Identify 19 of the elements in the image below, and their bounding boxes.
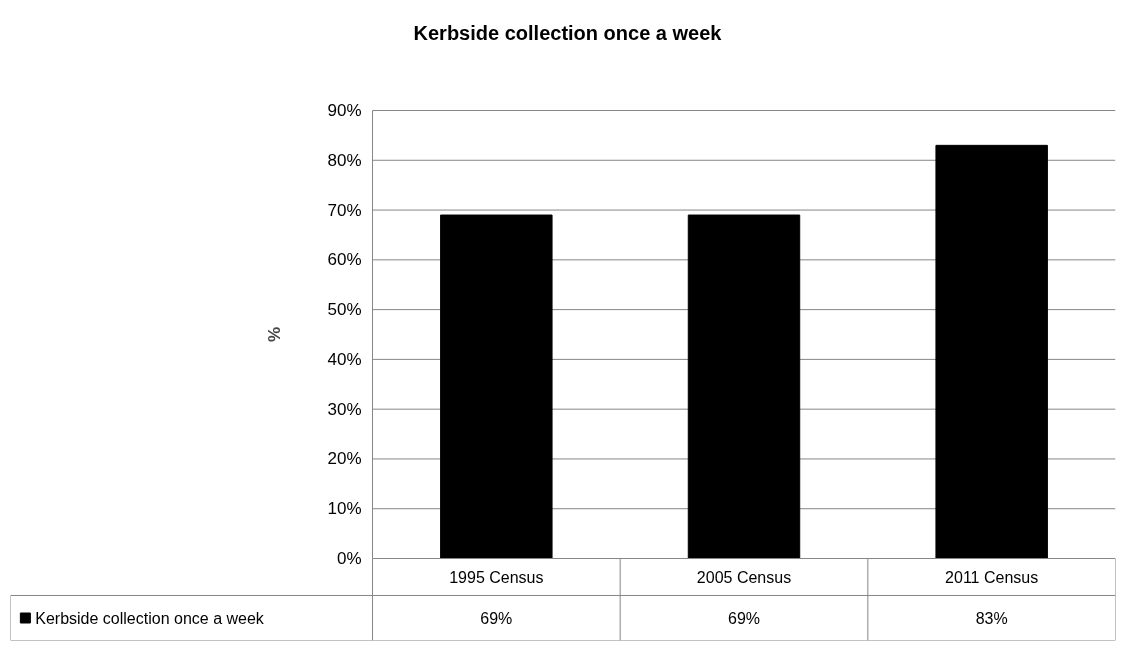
y-tick-label: 80%	[327, 150, 362, 170]
data-label: 69%	[480, 609, 513, 627]
chart-title: Kerbside collection once a week	[413, 21, 722, 46]
y-tick-label: 40%	[327, 349, 362, 369]
y-tick-label: 30%	[327, 399, 362, 419]
y-tick-label: 50%	[327, 300, 362, 320]
x-tick-label: 2005 Census	[696, 568, 792, 586]
y-tick-label: 20%	[327, 449, 362, 469]
y-tick-label: 90%	[327, 101, 362, 120]
data-label: 69%	[727, 609, 761, 627]
y-tick-label: 60%	[327, 250, 362, 270]
x-tick-label: 2011 Census	[945, 568, 1039, 586]
y-tick-label: 10%	[327, 499, 362, 519]
legend-label: Kerbside collection once a week	[35, 609, 265, 627]
data-label: 83%	[975, 609, 1008, 627]
x-tick-label: 1995 Census	[449, 568, 544, 586]
y-tick-label: 70%	[327, 200, 362, 220]
y-tick-label: 0%	[336, 549, 362, 568]
y-axis-title: %	[265, 326, 285, 343]
